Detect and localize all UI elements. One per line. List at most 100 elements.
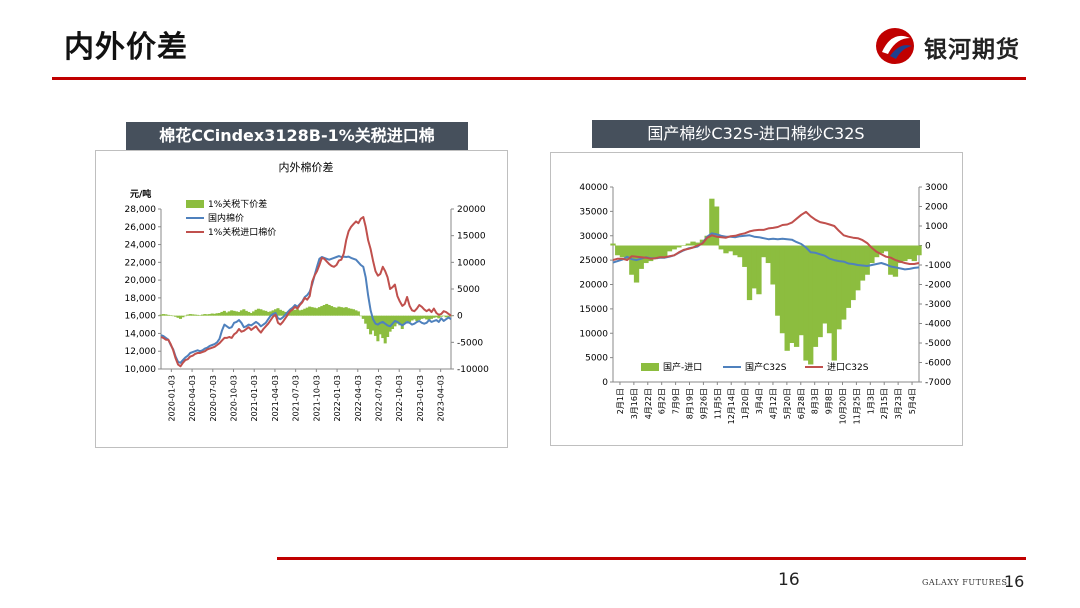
spread-bar — [288, 311, 292, 316]
spread-bar — [237, 311, 241, 316]
x-tick-label: 2022-10-03 — [395, 375, 404, 422]
x-tick-label: 2021-01-03 — [250, 375, 259, 422]
spread-bar — [690, 241, 696, 246]
spread-bar — [332, 307, 336, 316]
spread-bar — [671, 245, 677, 250]
spread-bar — [429, 315, 434, 319]
spread-bar — [220, 311, 224, 316]
x-tick-label: 9月8日 — [825, 388, 834, 414]
y-tick-label: 18,000 — [125, 294, 157, 304]
spread-bar — [235, 311, 239, 316]
spread-bar — [793, 245, 800, 347]
y-axis-label: 元/吨 — [130, 188, 151, 200]
spread-bar — [633, 245, 640, 283]
x-tick-label: 9月26日 — [699, 388, 708, 419]
spread-bar — [227, 311, 231, 316]
spread-bar — [352, 309, 356, 316]
y-tick-label: 16,000 — [125, 312, 157, 322]
spread-bar — [742, 245, 748, 267]
spread-bar — [415, 315, 419, 321]
y2-tick-label: -4000 — [925, 320, 951, 330]
spread-bar — [855, 245, 861, 291]
spread-bar — [178, 315, 183, 319]
spread-bar — [841, 245, 847, 320]
spread-bar — [300, 309, 304, 316]
spread-bar — [308, 306, 312, 316]
spread-bar — [713, 206, 720, 246]
chart-panel-cotton: 内外棉价差 元/吨 28,000 26,000 24,000 22,000 20,000 18… — [95, 150, 508, 448]
spread-bar — [405, 315, 409, 321]
spread-bar — [303, 308, 307, 316]
x-tick-label: 2020-07-03 — [209, 375, 218, 422]
page-number-right: 16 — [1004, 572, 1025, 591]
x-tick-label: 12月14日 — [727, 388, 736, 424]
spread-bar — [883, 245, 889, 252]
x-tick-label: 5月4日 — [908, 388, 917, 414]
spread-bar — [378, 315, 382, 335]
footer-divider — [277, 557, 1026, 560]
spread-bar — [615, 245, 621, 256]
spread-bar — [657, 245, 663, 259]
spread-bar — [298, 310, 302, 316]
spread-bar — [383, 315, 387, 344]
spread-bar — [193, 314, 197, 316]
spread-bar — [836, 245, 842, 330]
spread-bar — [166, 314, 170, 316]
y2-tick-label: -2000 — [925, 281, 951, 291]
y-tick-label: 40000 — [579, 183, 608, 193]
spread-bar — [434, 315, 438, 318]
spread-bar — [850, 245, 856, 301]
spread-bar — [373, 315, 377, 336]
spread-bar — [325, 303, 329, 316]
spread-bar — [803, 245, 809, 361]
spread-bar — [808, 245, 814, 365]
chart-panel-yarn: 40000 35000 30000 25000 20000 15000 10000 5000 0… — [550, 152, 963, 446]
spread-bar — [269, 311, 273, 316]
spread-bar — [447, 315, 451, 317]
x-tick-label: 2022-04-03 — [354, 375, 363, 422]
spread-bar — [322, 305, 326, 316]
spread-bar — [208, 314, 212, 316]
spread-bar — [330, 306, 334, 316]
x-tick-label: 6月2日 — [658, 388, 667, 414]
spread-bar — [770, 245, 776, 285]
spread-bar — [619, 245, 626, 258]
spread-bar — [217, 313, 222, 316]
legend-label: 1%关税进口棉价 — [208, 226, 276, 238]
y-tick-label: 24,000 — [125, 241, 157, 251]
spread-bar — [242, 309, 246, 316]
spread-bar — [403, 315, 407, 324]
spread-bar — [417, 315, 421, 320]
x-tick-label: 2021-10-03 — [312, 375, 321, 422]
spread-bar — [798, 245, 804, 336]
spread-bar — [230, 310, 234, 316]
y-tick-label: 25000 — [579, 256, 608, 266]
y2-tick-label: 10000 — [457, 258, 486, 268]
spread-bar — [196, 314, 200, 316]
spread-bar — [756, 245, 762, 295]
spread-bar — [437, 315, 441, 319]
x-tick-label: 2022-01-03 — [333, 375, 342, 422]
y2-tick-label: -10000 — [457, 365, 489, 375]
spread-bar — [728, 245, 734, 252]
x-tick-label: 2月1日 — [616, 388, 625, 414]
spread-bar — [198, 315, 202, 316]
spread-bar — [812, 245, 819, 347]
spread-bar — [449, 315, 453, 317]
spread-bar — [685, 243, 691, 246]
spread-bar — [347, 308, 351, 316]
spread-bar — [210, 313, 214, 316]
spread-bar — [293, 309, 297, 316]
spread-bar — [169, 315, 173, 316]
spread-bar — [676, 245, 682, 248]
spread-bar — [624, 245, 630, 260]
spread-bar — [342, 307, 346, 316]
spread-bar — [845, 245, 852, 308]
spread-bar — [395, 315, 399, 324]
x-tick-label: 10月20日 — [839, 388, 848, 424]
spread-bar — [789, 245, 795, 343]
spread-bar — [666, 245, 673, 252]
x-tick-label: 1月20日 — [741, 388, 750, 419]
spread-bar — [327, 305, 331, 316]
spread-bar — [897, 245, 903, 264]
